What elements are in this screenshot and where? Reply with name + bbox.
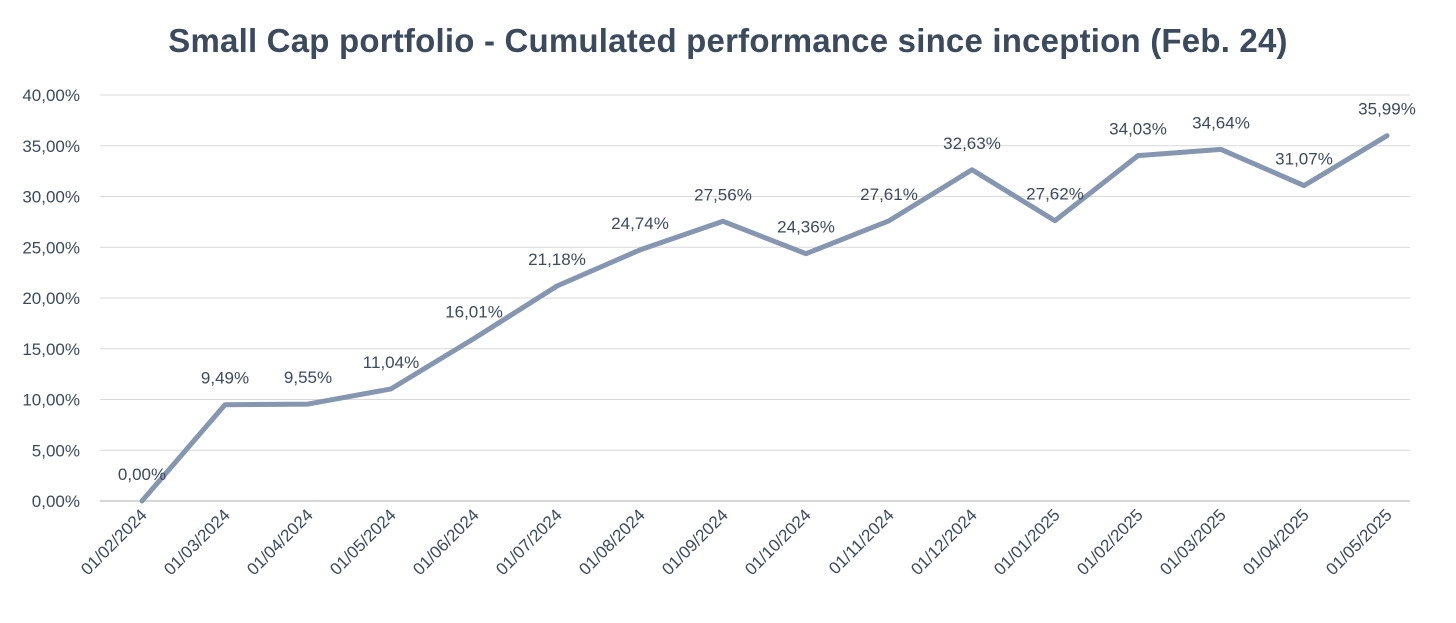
series-layer [139, 133, 1390, 504]
data-label: 32,63% [943, 134, 1001, 153]
y-tick-label: 10,00% [22, 391, 80, 410]
series-line [139, 133, 1390, 504]
data-label: 27,61% [860, 185, 918, 204]
x-tick-label: 01/12/2024 [907, 505, 981, 579]
data-label: 9,49% [201, 369, 249, 388]
x-tick-label: 01/08/2024 [575, 505, 649, 579]
data-label: 34,64% [1192, 113, 1250, 132]
data-label: 16,01% [445, 302, 503, 321]
data-label: 24,36% [777, 218, 835, 237]
data-label: 27,62% [1026, 185, 1084, 204]
y-tick-label: 40,00% [22, 86, 80, 105]
x-tick-label: 01/06/2024 [409, 505, 483, 579]
data-label: 34,03% [1109, 120, 1167, 139]
data-label: 9,55% [284, 368, 332, 387]
data-label: 21,18% [528, 250, 586, 269]
data-labels: 0,00% 9,49% 9,55% 11,04% 16,01% 21,18% 24,74% 2… [118, 100, 1416, 484]
y-axis: 0,00% 5,00% 10,00% 15,00% 20,00% 25,00% 30,00%… [22, 86, 80, 511]
data-label: 11,04% [363, 353, 419, 372]
data-label: 0,00% [118, 465, 166, 484]
grid-lines [100, 94, 1410, 502]
x-tick-label: 01/10/2024 [741, 505, 815, 579]
y-tick-label: 15,00% [22, 340, 80, 359]
y-tick-label: 30,00% [22, 188, 80, 207]
x-tick-label: 01/05/2024 [326, 505, 400, 579]
x-tick-label: 01/01/2025 [990, 505, 1064, 579]
chart-title: Small Cap portfolio - Cumulated performa… [168, 22, 1288, 59]
y-tick-label: 5,00% [32, 441, 80, 460]
y-tick-label: 0,00% [32, 492, 80, 511]
data-label: 27,56% [694, 185, 752, 204]
x-tick-label: 01/04/2025 [1239, 505, 1313, 579]
data-label: 31,07% [1275, 150, 1333, 169]
x-tick-label: 01/11/2024 [825, 505, 898, 578]
x-tick-label: 01/02/2025 [1073, 505, 1147, 579]
x-tick-label: 01/09/2024 [658, 505, 732, 579]
x-tick-label: 01/02/2024 [77, 505, 151, 579]
x-tick-label: 01/05/2025 [1322, 505, 1396, 579]
data-label: 24,74% [611, 214, 669, 233]
x-tick-label: 01/03/2025 [1156, 505, 1230, 579]
x-tick-label: 01/03/2024 [160, 505, 234, 579]
y-tick-label: 20,00% [22, 289, 80, 308]
x-tick-label: 01/04/2024 [243, 505, 317, 579]
data-label: 35,99% [1358, 100, 1416, 119]
x-tick-label: 01/07/2024 [492, 505, 566, 579]
x-axis: 01/02/2024 01/03/2024 01/04/2024 01/05/2024… [77, 505, 1396, 579]
y-tick-label: 35,00% [22, 137, 80, 156]
y-tick-label: 25,00% [22, 238, 80, 257]
